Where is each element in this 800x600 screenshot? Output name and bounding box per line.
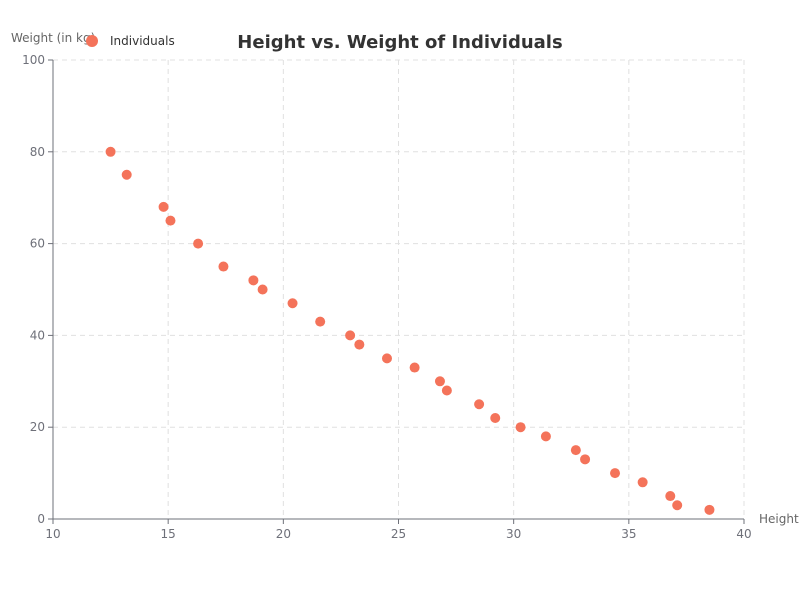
data-point[interactable] — [248, 275, 259, 286]
data-point[interactable] — [354, 339, 365, 350]
x-tick-label: 25 — [391, 527, 406, 541]
data-point[interactable] — [105, 146, 116, 157]
tick-labels: 10 15 20 25 30 35 40 0 20 40 60 80 100 — [22, 53, 752, 541]
data-point[interactable] — [257, 284, 268, 295]
data-point[interactable] — [381, 353, 392, 364]
data-point[interactable] — [580, 454, 591, 465]
x-tick-label: 20 — [276, 527, 291, 541]
x-tick-label: 40 — [736, 527, 751, 541]
x-tick-label: 30 — [506, 527, 521, 541]
data-point[interactable] — [121, 169, 132, 180]
chart-title: Height vs. Weight of Individuals — [237, 32, 562, 53]
x-tick-label: 10 — [45, 527, 60, 541]
data-point[interactable] — [158, 201, 169, 212]
data-point[interactable] — [218, 261, 229, 272]
x-tick-label: 35 — [621, 527, 636, 541]
x-tick-label: 15 — [161, 527, 176, 541]
y-tick-label: 100 — [22, 53, 45, 67]
y-tick-label: 60 — [30, 237, 45, 251]
data-point[interactable] — [672, 500, 683, 511]
data-point[interactable] — [610, 468, 621, 479]
data-points — [105, 146, 715, 515]
y-axis-label: Weight (in kg) — [11, 31, 95, 45]
data-point[interactable] — [704, 504, 715, 515]
y-tick-label: 80 — [30, 145, 45, 159]
legend-marker-icon — [86, 35, 98, 47]
data-point[interactable] — [490, 413, 501, 424]
data-point[interactable] — [315, 316, 326, 327]
data-point[interactable] — [345, 330, 356, 341]
legend[interactable]: Individuals — [86, 34, 175, 48]
data-point[interactable] — [540, 431, 551, 442]
data-point[interactable] — [570, 445, 581, 456]
data-point[interactable] — [474, 399, 485, 410]
data-point[interactable] — [287, 298, 298, 309]
data-point[interactable] — [637, 477, 648, 488]
y-tick-label: 20 — [30, 420, 45, 434]
data-point[interactable] — [193, 238, 204, 249]
data-point[interactable] — [665, 491, 676, 502]
y-tick-label: 0 — [37, 512, 45, 526]
axes — [48, 59, 745, 524]
data-point[interactable] — [165, 215, 176, 226]
grid — [53, 59, 745, 519]
data-point[interactable] — [409, 362, 420, 373]
data-point[interactable] — [434, 376, 445, 387]
legend-label: Individuals — [110, 34, 175, 48]
x-axis-label: Height — [759, 512, 799, 526]
data-point[interactable] — [441, 385, 452, 396]
data-point[interactable] — [515, 422, 526, 433]
y-tick-label: 40 — [30, 328, 45, 342]
